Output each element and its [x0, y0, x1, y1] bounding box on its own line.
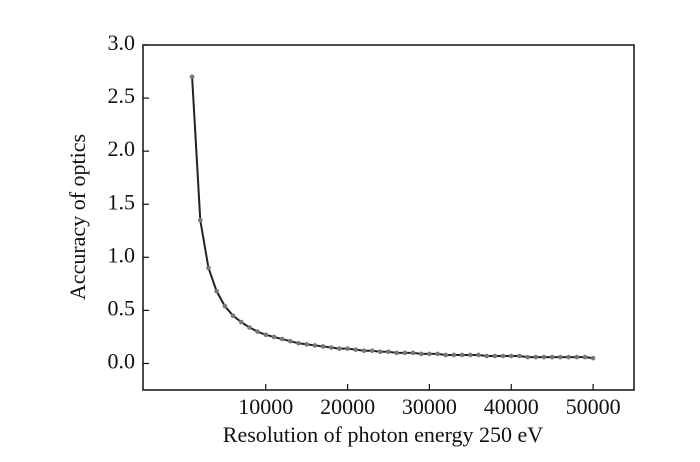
data-point	[247, 325, 252, 330]
x-tick-label: 40000	[484, 394, 539, 419]
data-point	[378, 349, 383, 355]
data-point	[582, 354, 588, 360]
y-tick-label: 1.0	[108, 242, 136, 267]
data-point	[263, 332, 269, 338]
data-point	[369, 348, 375, 354]
data-point	[394, 350, 399, 356]
x-axis-label: Resolution of photon energy 250 eV	[223, 422, 543, 447]
data-point	[222, 303, 228, 309]
data-point	[337, 346, 342, 351]
data-point	[189, 74, 195, 80]
y-tick-label: 3.0	[108, 30, 136, 55]
data-point	[427, 351, 432, 357]
data-point	[500, 353, 506, 359]
data-point	[525, 354, 530, 360]
data-point	[517, 353, 522, 359]
data-point	[345, 346, 350, 351]
data-point	[197, 217, 203, 223]
y-tick-label: 1.5	[108, 189, 136, 214]
data-point	[533, 354, 539, 360]
data-point	[361, 348, 367, 354]
data-point	[296, 340, 301, 346]
data-point	[459, 352, 465, 358]
data-point	[492, 353, 498, 359]
data-point	[435, 351, 440, 357]
data-point	[574, 354, 580, 360]
data-point	[484, 353, 490, 359]
data-point	[468, 352, 473, 358]
y-axis-label: Accuracy of optics	[65, 134, 90, 300]
x-tick-label: 20000	[320, 394, 375, 419]
plot-frame	[142, 44, 635, 391]
data-point	[451, 352, 457, 358]
data-point	[288, 338, 293, 344]
data-point	[328, 345, 334, 350]
data-point	[206, 265, 211, 271]
data-point	[402, 350, 408, 356]
data-point	[320, 344, 326, 349]
data-point	[541, 354, 547, 360]
y-tick-label: 0.0	[108, 349, 136, 374]
data-point	[508, 353, 514, 359]
x-tick-label: 50000	[566, 394, 621, 419]
x-tick-label: 30000	[402, 394, 457, 419]
data-point	[230, 313, 236, 318]
data-point	[312, 343, 318, 348]
data-point	[386, 349, 391, 355]
data-point	[238, 319, 244, 325]
data-point	[255, 329, 260, 334]
data-point	[271, 334, 277, 340]
data-line	[191, 76, 594, 360]
data-point	[353, 347, 359, 352]
data-point	[590, 355, 596, 361]
y-tick-label: 0.5	[108, 295, 136, 320]
data-point	[304, 342, 309, 347]
x-tick-label: 10000	[238, 394, 293, 419]
data-point	[476, 352, 481, 358]
data-point	[214, 288, 219, 294]
y-tick-label: 2.0	[108, 136, 136, 161]
data-point	[443, 352, 449, 358]
data-point	[558, 354, 563, 360]
data-point	[410, 350, 416, 356]
data-point	[549, 354, 555, 360]
data-point	[566, 354, 571, 360]
data-point	[279, 336, 285, 342]
y-tick-label: 2.5	[108, 83, 136, 108]
data-point	[418, 351, 424, 357]
